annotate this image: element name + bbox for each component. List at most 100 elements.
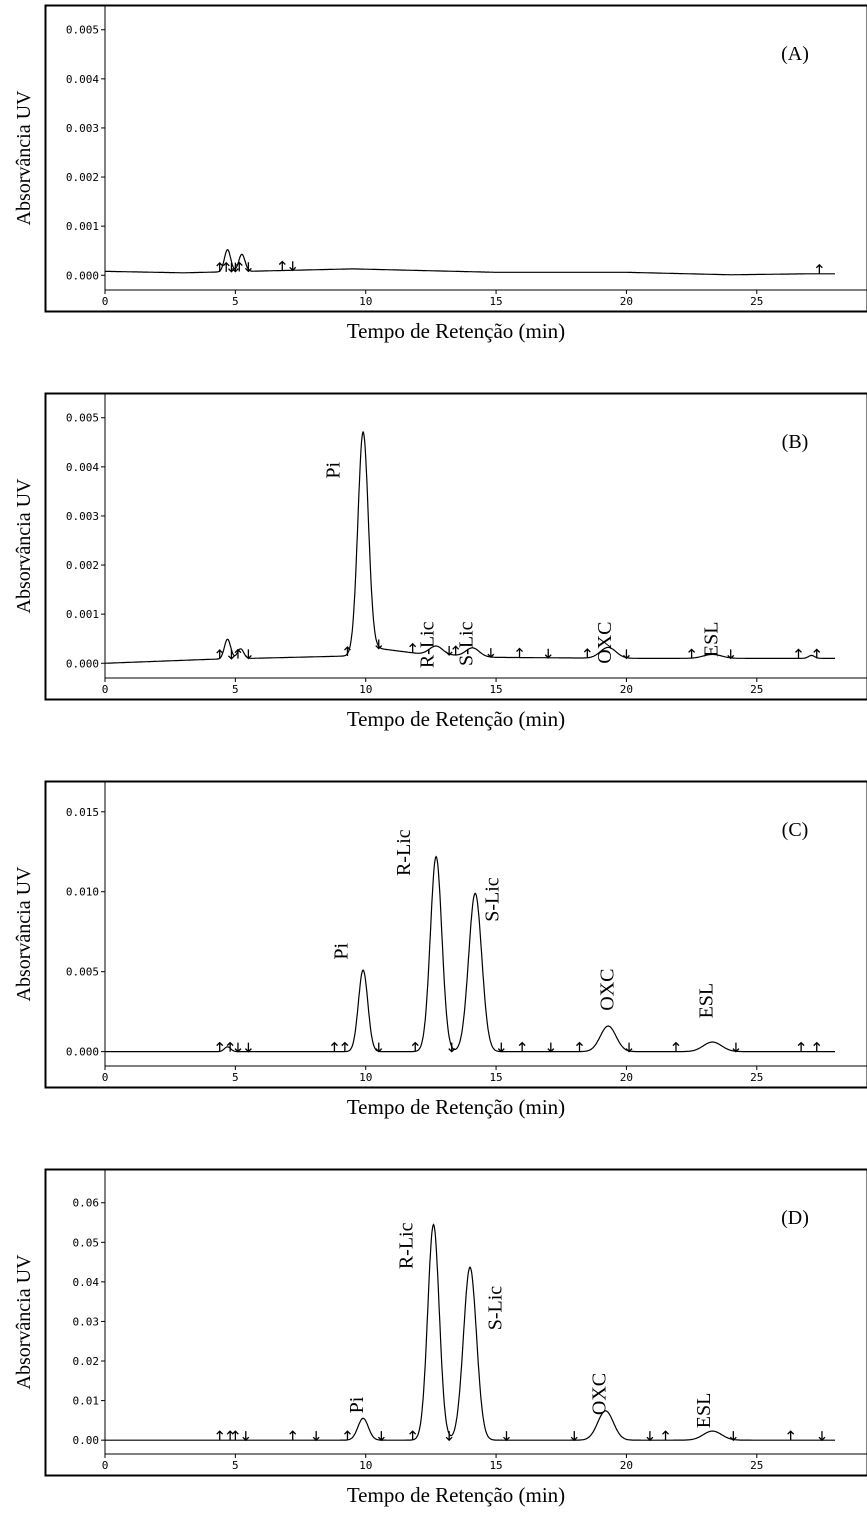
x-tick-label: 20 [620,683,633,696]
x-tick-label: 0 [102,1459,109,1472]
y-tick-label: 0.05 [73,1236,100,1249]
y-tick-label: 0.015 [66,806,99,819]
x-tick-label: 0 [102,295,109,308]
panel-label: (B) [782,431,809,453]
integration-marker [289,261,297,272]
x-tick-label: 10 [359,295,372,308]
peak-label: OXC [596,968,618,1010]
integration-marker [797,1041,805,1052]
peak-label: OXC [594,622,616,664]
integration-marker [672,1041,680,1052]
y-tick-label: 0.06 [73,1197,100,1210]
integration-marker [547,1042,555,1053]
integration-marker [622,649,630,660]
panel-label: (D) [781,1207,809,1229]
integration-marker [445,646,453,656]
chart-panel-c: 0.000 0.005 0.010 0.015 0 5 10 15 20 25 (C) Pi R-Lic… [13,780,867,1119]
x-tick-label: 20 [620,295,633,308]
panel-label: (A) [781,43,809,65]
integration-marker [516,647,523,658]
x-tick-label: 0 [102,683,109,696]
integration-marker [646,1431,654,1442]
peak-label: ESL [693,1393,715,1429]
integration-marker [625,1042,633,1053]
chart-frame [44,1168,867,1477]
integration-marker [795,648,802,659]
integration-marker [411,1041,419,1052]
integration-marker [344,646,351,657]
integration-marker [234,648,242,659]
peak-label: ESL [701,622,723,658]
integration-marker [409,1430,417,1441]
integration-marker [503,1431,510,1442]
y-tick-label: 0.010 [66,886,99,899]
y-axis-title: Absorvância UV [13,90,35,226]
integration-marker [244,649,252,660]
y-tick-label: 0.004 [66,461,99,474]
peak-label: Pi [346,1396,368,1413]
x-tick-label: 25 [750,1071,763,1084]
peak-label: R-Lic [417,621,439,668]
integration-marker [813,1041,821,1052]
y-tick-label: 0.000 [66,1046,99,1059]
integration-marker [377,1431,385,1442]
integration-marker [732,1042,740,1053]
y-tick-label: 0.002 [66,171,99,184]
integration-marker [344,1430,351,1441]
integration-marker [813,648,821,659]
x-tick-label: 15 [489,1459,502,1472]
x-axis-title: Tempo de Retenção (min) [347,319,565,343]
x-axis-title: Tempo de Retenção (min) [347,707,565,731]
integration-marker [216,649,224,660]
integration-marker [244,262,252,273]
peak-label: Pi [323,461,345,478]
integration-marker [375,639,383,650]
x-tick-label: 15 [489,1071,502,1084]
chromatogram-trace [105,855,835,1053]
integration-marker [278,260,286,271]
y-tick-label: 0.04 [73,1276,100,1289]
integration-marker [226,1430,234,1441]
y-tick-label: 0.01 [73,1395,100,1408]
x-axis-title: Tempo de Retenção (min) [347,1483,565,1507]
chart-panel-b: 0.000 0.001 0.002 0.003 0.004 0.005 0 5 10 15 20 25… [13,392,867,731]
x-tick-label: 5 [232,1071,239,1084]
integration-marker [312,1431,320,1442]
integration-marker [289,1430,297,1441]
y-tick-label: 0.005 [66,412,99,425]
x-tick-label: 10 [359,1071,372,1084]
chromatogram-trace [105,249,835,276]
integration-marker [445,1431,453,1442]
peak-label: Pi [330,942,352,959]
integration-marker [688,648,696,659]
peak-label: S-Lic [482,877,504,922]
chart-frame [44,4,867,313]
integration-marker [216,262,224,272]
integration-marker [226,1041,234,1052]
integration-marker [216,1430,224,1441]
integration-marker [244,1042,252,1053]
x-tick-label: 25 [750,295,763,308]
integration-marker [452,645,460,656]
x-tick-label: 10 [359,1459,372,1472]
y-tick-label: 0.001 [66,608,99,621]
x-tick-label: 15 [489,295,502,308]
integration-marker [231,1430,239,1441]
x-tick-label: 20 [620,1071,633,1084]
y-tick-label: 0.005 [66,24,99,37]
integration-marker [448,1042,456,1053]
x-tick-label: 5 [232,295,239,308]
integration-marker [818,1431,826,1442]
x-tick-label: 0 [102,1071,109,1084]
integration-marker [487,648,495,659]
peak-label: S-Lic [484,1286,506,1331]
y-tick-label: 0.03 [73,1315,100,1328]
y-tick-label: 0.000 [66,269,99,282]
x-tick-label: 10 [359,683,372,696]
integration-marker [375,1042,383,1053]
integration-marker [518,1041,526,1052]
x-tick-label: 5 [232,1459,239,1472]
y-tick-label: 0.000 [66,657,99,670]
panel-label: (C) [782,819,809,841]
peak-label: R-Lic [396,1222,418,1269]
